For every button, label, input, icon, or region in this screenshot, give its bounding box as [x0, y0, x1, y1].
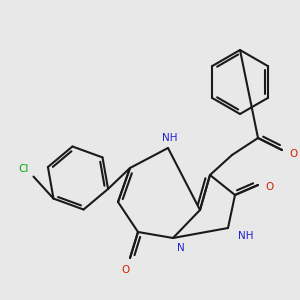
Text: NH: NH: [238, 231, 254, 241]
Text: Cl: Cl: [18, 164, 29, 174]
Text: O: O: [122, 265, 130, 275]
Text: NH: NH: [162, 133, 178, 143]
Text: O: O: [290, 149, 298, 159]
Text: O: O: [266, 182, 274, 192]
Text: N: N: [177, 243, 185, 253]
